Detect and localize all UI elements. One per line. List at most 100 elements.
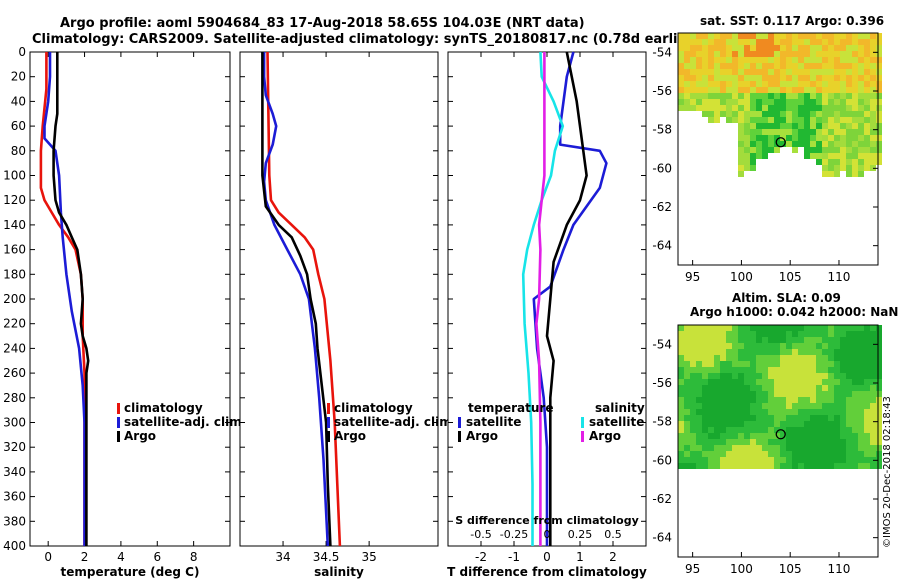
map-cell xyxy=(792,349,798,355)
map-cell xyxy=(864,337,870,343)
map-cell xyxy=(864,129,870,135)
map-cell xyxy=(828,153,834,159)
map-cell xyxy=(720,439,726,445)
map-cell xyxy=(768,355,774,361)
map-cell xyxy=(684,349,690,355)
map-cell xyxy=(678,45,684,51)
map-cell xyxy=(726,337,732,343)
map-cell xyxy=(834,331,840,337)
legend-label: Argo xyxy=(589,429,621,443)
map-cell xyxy=(690,451,696,457)
map-cell xyxy=(864,349,870,355)
map-cell xyxy=(828,445,834,451)
map-cell xyxy=(774,325,780,331)
map-cell xyxy=(870,337,876,343)
map-cell xyxy=(864,433,870,439)
map-cell xyxy=(744,463,750,469)
map-cell xyxy=(762,39,768,45)
map-cell xyxy=(732,397,738,403)
map-cell xyxy=(708,415,714,421)
map-cell xyxy=(678,69,684,75)
map-cell xyxy=(714,403,720,409)
map-cell xyxy=(810,331,816,337)
map-cell xyxy=(726,391,732,397)
map-cell xyxy=(726,373,732,379)
map-cell xyxy=(840,325,846,331)
map-cell xyxy=(876,99,882,105)
map-cell xyxy=(756,99,762,105)
map-cell xyxy=(810,325,816,331)
map-cell xyxy=(738,153,744,159)
map-cell xyxy=(798,361,804,367)
map-cell xyxy=(840,165,846,171)
map-cell xyxy=(726,397,732,403)
map-cell xyxy=(822,129,828,135)
map-cell xyxy=(786,63,792,69)
map-cell xyxy=(846,57,852,63)
map-cell xyxy=(834,457,840,463)
map-cell xyxy=(768,373,774,379)
map-cell xyxy=(714,81,720,87)
map-cell xyxy=(816,99,822,105)
map-cell xyxy=(720,427,726,433)
map-cell xyxy=(834,343,840,349)
map-cell xyxy=(708,403,714,409)
map-cell xyxy=(750,439,756,445)
map-cell xyxy=(732,367,738,373)
map-cell xyxy=(744,331,750,337)
map-cell xyxy=(840,57,846,63)
map-cell xyxy=(774,379,780,385)
map-cell xyxy=(876,129,882,135)
map-cell xyxy=(720,355,726,361)
map-cell xyxy=(876,93,882,99)
map-cell xyxy=(780,463,786,469)
map-cell xyxy=(756,457,762,463)
map-cell xyxy=(768,385,774,391)
map-cell xyxy=(834,57,840,63)
map-cell xyxy=(738,397,744,403)
map-cell xyxy=(780,129,786,135)
map-cell xyxy=(678,57,684,63)
map-cell xyxy=(702,63,708,69)
map-cell xyxy=(774,93,780,99)
map-cell xyxy=(762,51,768,57)
map-cell xyxy=(810,123,816,129)
map-cell xyxy=(858,57,864,63)
map-cell xyxy=(738,337,744,343)
x-tick-label: 8 xyxy=(190,550,198,564)
map-cell xyxy=(798,51,804,57)
map-cell xyxy=(840,331,846,337)
map-cell xyxy=(768,361,774,367)
map-cell xyxy=(858,111,864,117)
map-cell xyxy=(816,367,822,373)
map-cell xyxy=(828,397,834,403)
map-cell xyxy=(804,373,810,379)
map-cell xyxy=(720,51,726,57)
map-cell xyxy=(876,105,882,111)
map-cell xyxy=(696,45,702,51)
map-cell xyxy=(846,403,852,409)
map-cell xyxy=(834,45,840,51)
map-cell xyxy=(726,451,732,457)
map-cell xyxy=(822,45,828,51)
map-cell xyxy=(828,415,834,421)
map-cell xyxy=(690,379,696,385)
map-cell xyxy=(870,105,876,111)
map-cell xyxy=(822,361,828,367)
map-cell xyxy=(714,415,720,421)
map-cell xyxy=(684,337,690,343)
map-cell xyxy=(756,343,762,349)
map-cell xyxy=(738,343,744,349)
map-cell xyxy=(690,421,696,427)
map-cell xyxy=(678,39,684,45)
map-cell xyxy=(732,57,738,63)
map-cell xyxy=(852,451,858,457)
map-cell xyxy=(690,75,696,81)
map-cell xyxy=(720,385,726,391)
map-cell xyxy=(792,69,798,75)
map-cell xyxy=(852,123,858,129)
map-cell xyxy=(756,75,762,81)
map-cell xyxy=(690,463,696,469)
map-cell xyxy=(678,397,684,403)
